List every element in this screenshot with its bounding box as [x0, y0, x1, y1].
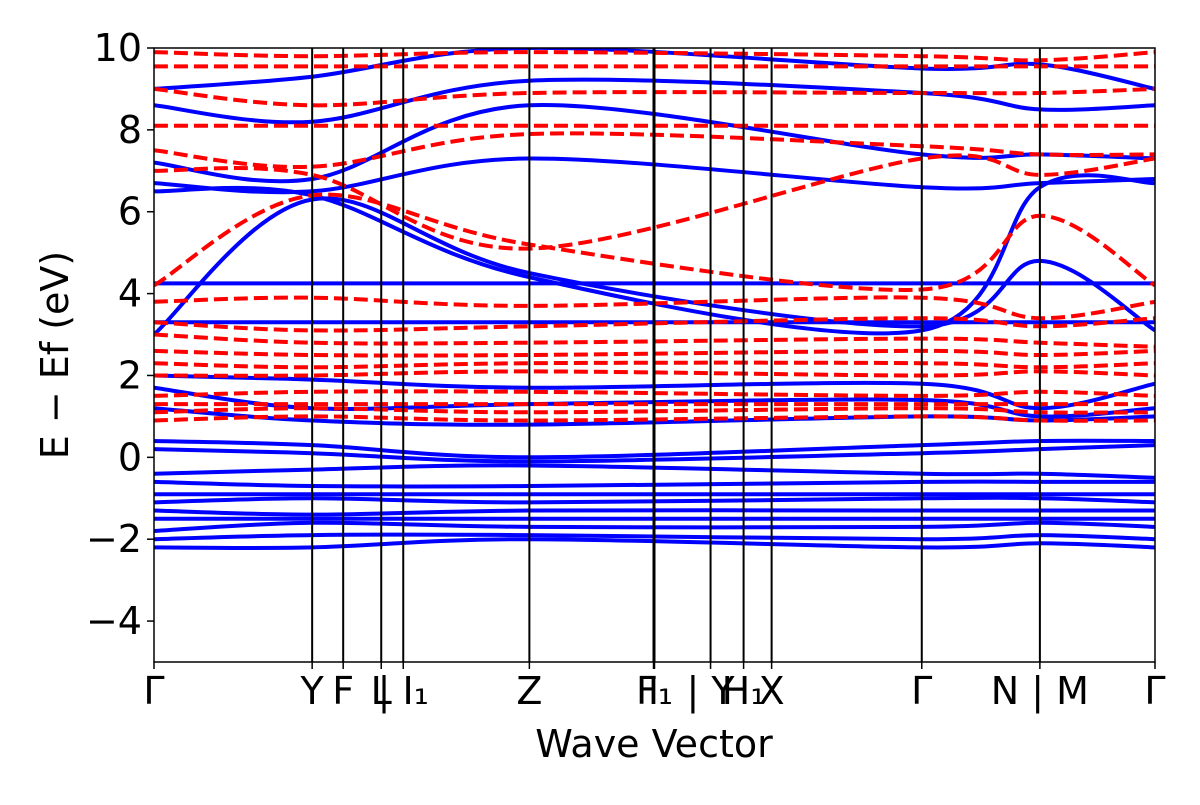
x-tick-label-0: Γ — [143, 669, 164, 713]
y-tick-label-2: 0 — [118, 435, 142, 479]
y-tick-label-0: −4 — [86, 599, 142, 643]
high-symmetry-lines — [311, 48, 1041, 662]
band-dashed-33 — [154, 153, 1155, 251]
y-tick-label-1: −2 — [86, 517, 142, 561]
y-tick-label-6: 8 — [118, 108, 142, 152]
x-axis-label: Wave Vector — [535, 722, 773, 766]
x-tick-label-8: | Y — [687, 669, 736, 714]
x-tick-label-10: X — [759, 669, 785, 713]
x-tick-label-4: | I₁ — [378, 669, 429, 714]
x-tick-label-5: Z — [516, 669, 542, 713]
y-axis-ticks: −4 −2 0 2 4 6 8 10 — [86, 26, 154, 643]
x-tick-label-9: H₁ — [722, 669, 766, 713]
y-tick-label-4: 4 — [118, 272, 142, 316]
x-tick-label-13: Γ — [1144, 669, 1165, 713]
x-tick-label-3: L — [371, 669, 392, 713]
x-tick-label-7: F₁ — [636, 669, 673, 713]
x-tick-label-6: I — [648, 669, 659, 713]
y-tick-label-3: 2 — [118, 353, 142, 397]
x-tick-label-1: Y — [300, 669, 325, 713]
x-tick-label-2: F — [332, 669, 354, 713]
y-tick-label-5: 6 — [118, 190, 142, 234]
x-tick-label-12: N | M — [991, 669, 1089, 714]
y-axis-label: E − Ef (eV) — [33, 251, 77, 460]
x-tick-label-11: Γ — [911, 669, 932, 713]
y-tick-label-7: 10 — [94, 26, 142, 70]
